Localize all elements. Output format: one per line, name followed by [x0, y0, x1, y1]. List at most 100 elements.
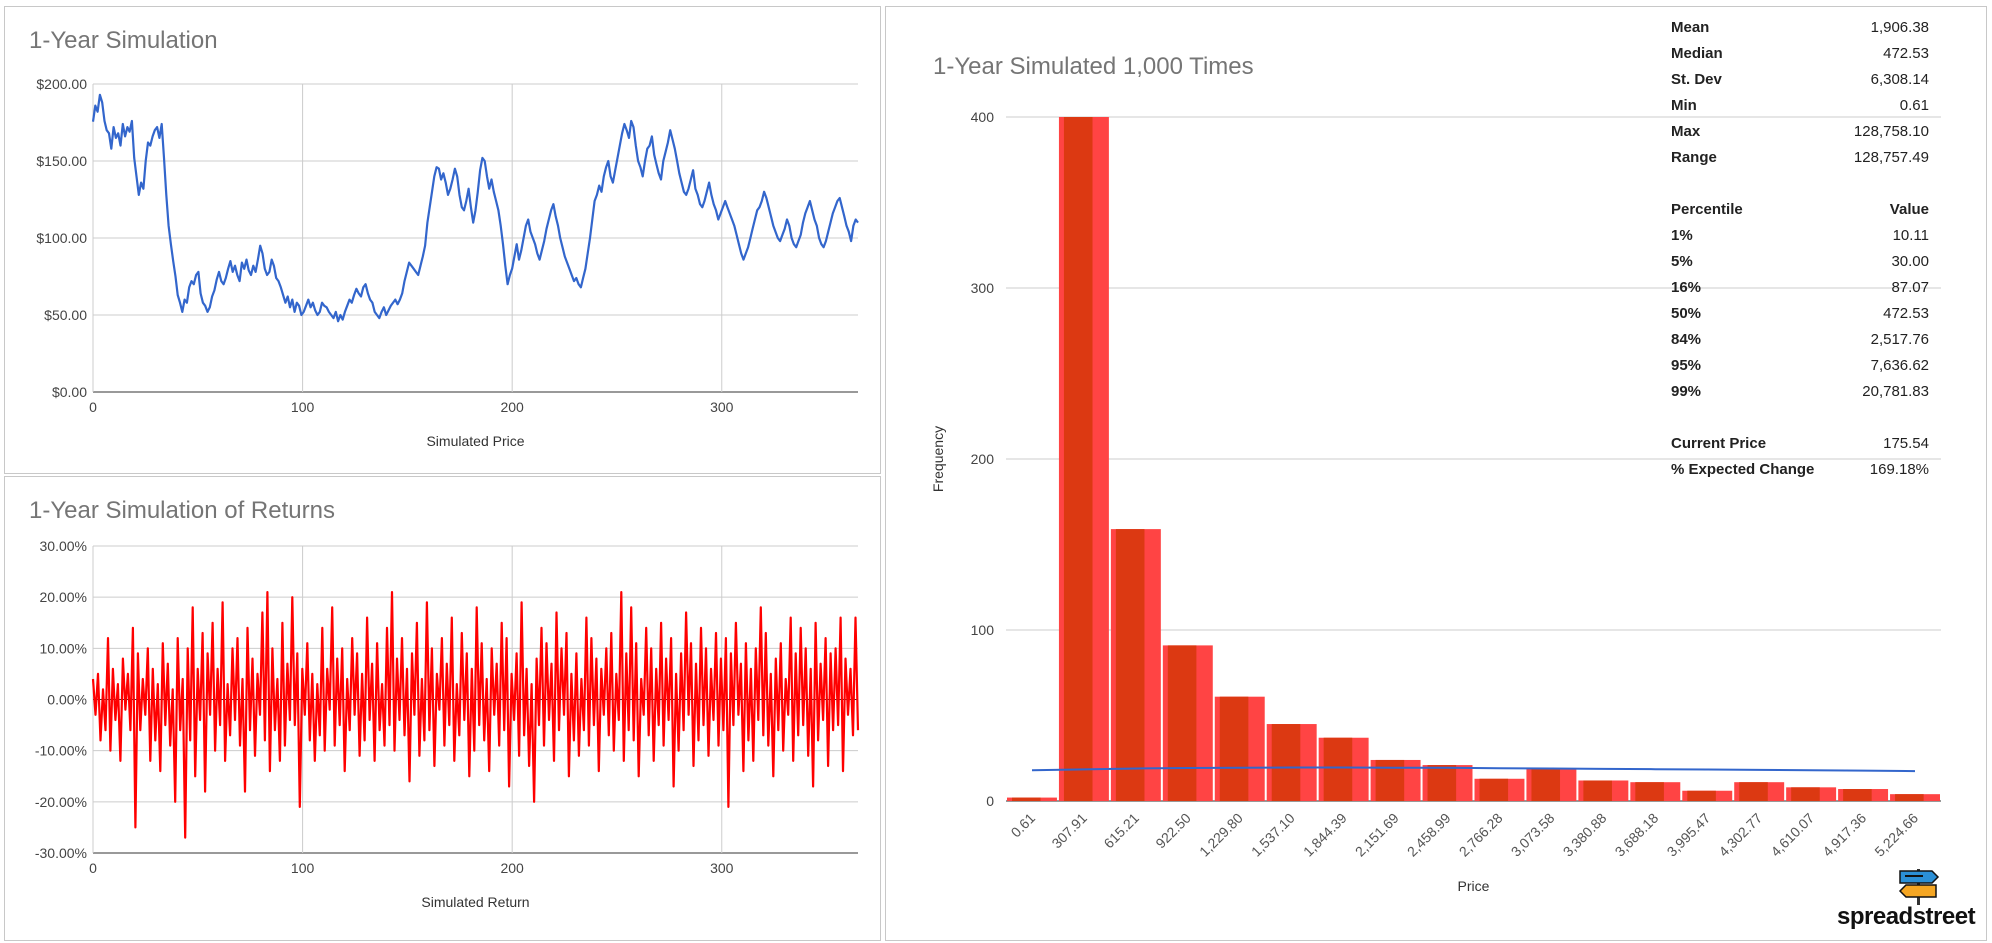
percentile-value: 20,781.83 [1862, 383, 1929, 400]
summary-stat-value: 1,906.38 [1870, 19, 1929, 36]
histogram-bar-inner [1895, 794, 1924, 801]
percentile-label: 1% [1671, 227, 1693, 244]
percentile-label: 16% [1671, 279, 1702, 296]
histogram-y-tick-label: 300 [971, 280, 995, 296]
current-price-stats: Current Price 175.54 % Expected Change 169.… [1671, 431, 1929, 483]
price-y-tick-label: $150.00 [36, 153, 87, 169]
price-y-tick-label: $200.00 [36, 76, 87, 92]
histogram-bar-inner [1115, 529, 1145, 801]
histogram-x-tick-label: 615.21 [1100, 810, 1142, 852]
price-series-line [91, 93, 859, 323]
returns-x-tick-label: 300 [710, 860, 734, 876]
histogram-bar-inner [1323, 737, 1353, 801]
statistics-table: Mean 1,906.38 Median 472.53 St. Dev 6,308.14 M… [1671, 15, 1929, 483]
summary-stat-label: St. Dev [1671, 71, 1722, 88]
summary-stat-label: Min [1671, 97, 1697, 114]
histogram-x-tick-label: 5,224.66 [1871, 810, 1921, 860]
percentile-row: 5% 30.00 [1671, 249, 1929, 275]
price-x-tick-label: 100 [291, 399, 315, 415]
histogram-x-tick-label: 922.50 [1152, 810, 1194, 852]
price-simulation-panel: 1-Year Simulation $0.00 $50.00 $100.00 $150… [4, 6, 881, 474]
histogram-bar-inner [1271, 724, 1301, 801]
percentile-label: 50% [1671, 305, 1702, 322]
percentile-label: 5% [1671, 253, 1693, 270]
returns-x-tick-label: 200 [500, 860, 524, 876]
percentile-row: 99% 20,781.83 [1671, 379, 1929, 405]
current-stat-row: Current Price 175.54 [1671, 431, 1929, 457]
price-x-tick-label: 300 [710, 399, 734, 415]
percentile-value: 472.53 [1883, 305, 1929, 322]
histogram-y-tick-label: 100 [971, 622, 995, 638]
histogram-bar-inner [1791, 787, 1820, 801]
summary-stat-row: St. Dev 6,308.14 [1671, 67, 1929, 93]
percentile-header-label: Percentile [1671, 201, 1743, 218]
histogram-title: 1-Year Simulated 1,000 Times [933, 53, 1254, 80]
histogram-x-tick-label: 3,688.18 [1612, 810, 1662, 860]
percentile-row: 50% 472.53 [1671, 301, 1929, 327]
histogram-x-tick-label: 307.91 [1048, 810, 1090, 852]
spreadstreet-logo-text: spreadstreet [1837, 903, 1976, 930]
percentile-header-value: Value [1889, 201, 1929, 218]
returns-y-tick-label: 20.00% [40, 589, 87, 605]
summary-stat-label: Mean [1671, 19, 1710, 36]
returns-y-tick-label: 30.00% [40, 538, 87, 554]
returns-y-tick-label: 0.00% [47, 692, 87, 708]
summary-stat-row: Range 128,757.49 [1671, 145, 1929, 171]
percentile-value: 10.11 [1892, 227, 1929, 244]
returns-x-axis-label: Simulated Return [421, 894, 529, 910]
price-x-axis-label: Simulated Price [426, 433, 524, 449]
returns-y-tick-label: -20.00% [35, 794, 87, 810]
histogram-x-tick-label: 4,917.36 [1819, 810, 1869, 860]
current-stat-label: Current Price [1671, 435, 1767, 452]
percentile-value: 30.00 [1891, 253, 1929, 270]
summary-stat-value: 128,758.10 [1853, 123, 1929, 140]
histogram-bar-inner [1843, 789, 1872, 801]
price-line-chart: $0.00 $50.00 $100.00 $150.00 $200.00 0 100 200 3… [36, 76, 859, 449]
histogram-x-tick-label: 3,380.88 [1560, 810, 1610, 860]
percentile-header-row: Percentile Value [1671, 197, 1929, 223]
returns-line-chart: -30.00% -20.00% -10.00% 0.00% 10.00% 20.00% 30… [35, 538, 860, 910]
percentile-row: 16% 87.07 [1671, 275, 1929, 301]
price-x-tick-label: 0 [89, 399, 97, 415]
histogram-bar-inner [1635, 782, 1664, 801]
percentile-row: 1% 10.11 [1671, 223, 1929, 249]
current-stat-label: % Expected Change [1671, 461, 1815, 478]
percentile-value: 2,517.76 [1870, 331, 1929, 348]
returns-x-tick-label: 100 [291, 860, 315, 876]
percentile-label: 99% [1671, 383, 1702, 400]
summary-stat-value: 6,308.14 [1870, 71, 1929, 88]
histogram-bar-inner [1687, 790, 1716, 801]
histogram-x-tick-label: 3,073.58 [1508, 810, 1558, 860]
percentile-value: 87.07 [1891, 279, 1929, 296]
percentile-stats: 1% 10.11 5% 30.00 16% 87.07 50% 472.53 84% 2,517.… [1671, 223, 1929, 405]
price-y-tick-label: $100.00 [36, 230, 87, 246]
summary-stat-row: Mean 1,906.38 [1671, 15, 1929, 41]
current-stat-row: % Expected Change 169.18% [1671, 457, 1929, 483]
histogram-y-axis-label: Frequency [930, 426, 946, 492]
histogram-bar-inner [1167, 645, 1197, 801]
histogram-bar-inner [1219, 696, 1249, 801]
histogram-y-tick-label: 200 [971, 451, 995, 467]
histogram-chart: 0 100 200 300 400 0.61 307.91 615.21 922.50 1,229… [930, 109, 1941, 894]
summary-stat-value: 472.53 [1883, 45, 1929, 62]
histogram-x-tick-label: 2,458.99 [1404, 810, 1454, 860]
summary-stat-row: Max 128,758.10 [1671, 119, 1929, 145]
percentile-label: 84% [1671, 331, 1702, 348]
returns-x-tick-label: 0 [89, 860, 97, 876]
histogram-bar-inner [1583, 780, 1612, 801]
histogram-x-tick-label: 2,766.28 [1456, 810, 1506, 860]
summary-stat-row: Median 472.53 [1671, 41, 1929, 67]
histogram-bar-inner [1375, 759, 1405, 801]
histogram-bar-inner [1739, 782, 1768, 801]
histogram-x-tick-label: 3,995.47 [1664, 810, 1714, 860]
price-y-tick-label: $50.00 [44, 307, 87, 323]
summary-stat-value: 128,757.49 [1853, 149, 1929, 166]
histogram-panel: 1-Year Simulated 1,000 Times 0 100 200 300 4… [885, 6, 1987, 941]
histogram-x-axis-label: Price [1458, 878, 1490, 894]
price-chart-title: 1-Year Simulation [29, 27, 218, 54]
returns-series-line [91, 591, 860, 839]
returns-simulation-panel: 1-Year Simulation of Returns -30.00% -20.… [4, 476, 881, 941]
summary-stat-row: Min 0.61 [1671, 93, 1929, 119]
histogram-bar-inner [1427, 765, 1457, 801]
summary-stat-label: Range [1671, 149, 1717, 166]
